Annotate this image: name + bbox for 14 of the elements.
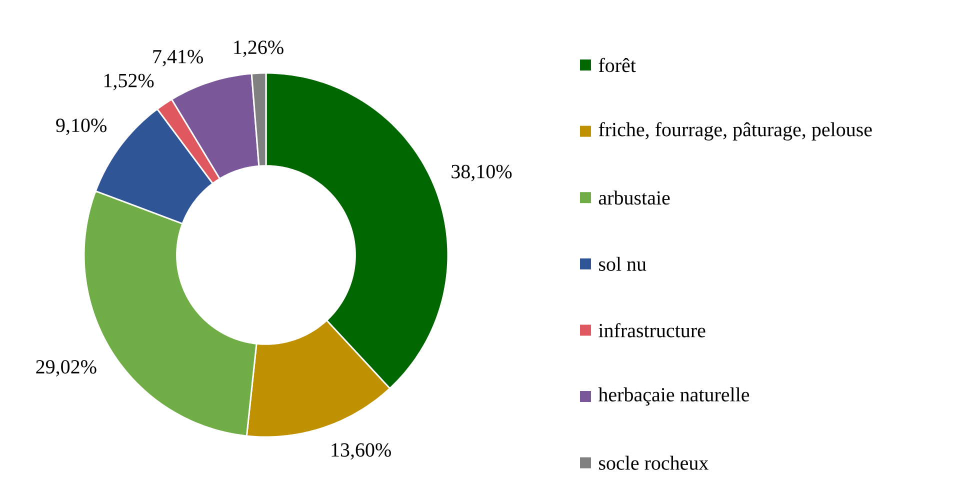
legend-label: sol nu: [599, 256, 646, 271]
legend-label: arbustaie: [598, 190, 670, 205]
data-label: 29,02%: [36, 360, 96, 376]
data-label: 9,10%: [56, 118, 106, 136]
legend-label: forêt: [598, 58, 636, 72]
data-label: 13,60%: [332, 443, 391, 460]
data-label: 1,52%: [104, 74, 154, 90]
data-label: 38,10%: [452, 164, 512, 182]
legend-label: friche, fourrage, pâturage, pelouse: [598, 122, 872, 140]
data-label: 1,26%: [234, 40, 284, 57]
legend-label: infrastructure: [598, 323, 706, 338]
legend-label: herbaçaie naturelle: [598, 387, 750, 406]
legend-label: socle rocheux: [599, 456, 708, 470]
data-label: 7,41%: [153, 50, 203, 66]
